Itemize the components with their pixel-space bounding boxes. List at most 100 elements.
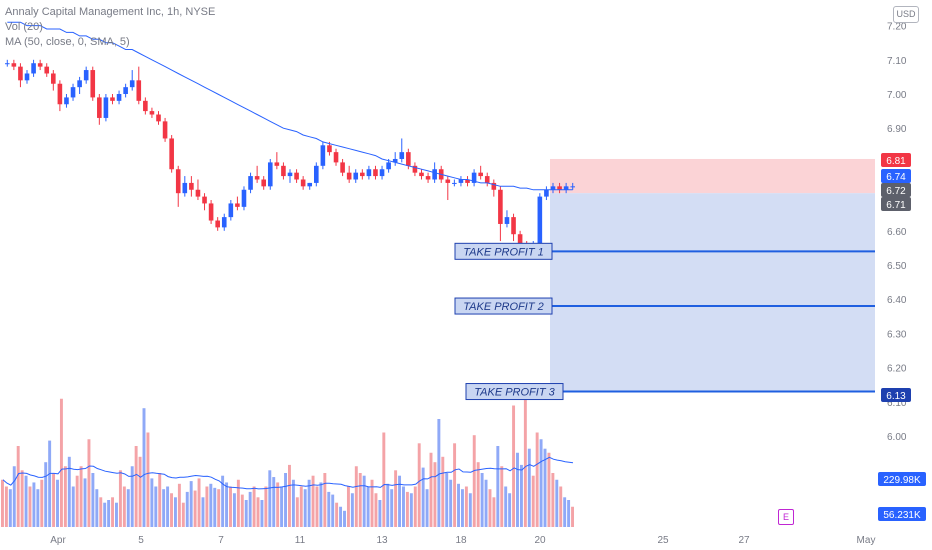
volume-bar bbox=[48, 440, 52, 527]
candle-body bbox=[189, 182, 194, 190]
volume-bar bbox=[358, 473, 362, 527]
candle-body bbox=[412, 165, 418, 173]
candle-body bbox=[175, 169, 181, 194]
volume-bar bbox=[83, 478, 87, 527]
volume-bar bbox=[343, 510, 346, 527]
candle-body bbox=[235, 203, 240, 207]
candle-body bbox=[537, 196, 543, 245]
volume-bar bbox=[138, 456, 142, 527]
volume-bar bbox=[201, 497, 205, 527]
volume-bar bbox=[103, 502, 107, 527]
candle-body bbox=[478, 172, 483, 177]
candle-body bbox=[83, 70, 89, 81]
candle-body bbox=[169, 138, 174, 170]
volume-bar bbox=[315, 486, 319, 527]
volume-bar bbox=[531, 475, 535, 527]
candle-body bbox=[11, 63, 17, 67]
volume-bar bbox=[409, 493, 413, 527]
volume-bar bbox=[122, 486, 126, 527]
volume-bar bbox=[382, 432, 386, 527]
volume-bar bbox=[457, 483, 460, 527]
volume-bar bbox=[205, 486, 209, 527]
volume-bar bbox=[154, 486, 158, 527]
volume-bar bbox=[40, 479, 44, 527]
volume-bar bbox=[170, 493, 173, 527]
volume-bar bbox=[44, 462, 48, 527]
time-tick-label: Apr bbox=[50, 535, 66, 546]
price-label-box bbox=[881, 153, 911, 167]
candle-body bbox=[254, 176, 260, 180]
candle-body bbox=[491, 182, 497, 190]
volume-bar bbox=[268, 470, 272, 527]
volume-bar bbox=[4, 486, 8, 527]
candle-body bbox=[221, 217, 227, 228]
volume-bar bbox=[24, 475, 28, 527]
time-tick-label: 20 bbox=[534, 535, 546, 546]
candle-body bbox=[202, 196, 207, 204]
volume-bar bbox=[504, 486, 508, 527]
volume-bar bbox=[115, 502, 118, 527]
volume-bar bbox=[413, 486, 417, 527]
volume-bar bbox=[36, 489, 40, 527]
take-profit-label-box bbox=[454, 297, 553, 315]
volume-bar bbox=[264, 486, 268, 527]
volume-bar bbox=[523, 397, 527, 527]
candle-body bbox=[149, 111, 155, 115]
candle-body bbox=[274, 162, 280, 166]
volume-bar bbox=[453, 443, 457, 527]
candle-body bbox=[51, 73, 56, 84]
time-tick-label: 18 bbox=[455, 535, 467, 546]
volume-bar bbox=[370, 479, 374, 527]
volume-bar bbox=[535, 432, 539, 527]
volume-bar bbox=[445, 473, 449, 527]
volume-bar bbox=[319, 482, 323, 527]
volume-bar bbox=[366, 486, 370, 527]
currency-badge[interactable]: USD bbox=[893, 6, 919, 23]
price-tick-label: 6.20 bbox=[887, 364, 907, 375]
volume-bar bbox=[543, 448, 547, 527]
volume-bar bbox=[480, 473, 484, 527]
volume-bar bbox=[280, 486, 284, 527]
candle-body bbox=[563, 186, 569, 190]
volume-bar bbox=[421, 467, 425, 527]
candle-body bbox=[419, 172, 424, 177]
volume-bar bbox=[527, 448, 531, 527]
volume-bar bbox=[346, 486, 350, 527]
candle-body bbox=[340, 162, 345, 173]
volume-bar bbox=[217, 489, 221, 527]
volume-bar bbox=[327, 491, 331, 527]
volume-bar bbox=[539, 439, 543, 527]
price-label: 6.13 bbox=[886, 391, 906, 402]
candle-body bbox=[70, 87, 76, 98]
volume-bar bbox=[460, 489, 464, 527]
volume-bar bbox=[111, 497, 115, 527]
volume-bar bbox=[571, 506, 574, 527]
volume-bar bbox=[496, 446, 500, 527]
volume-bar bbox=[1, 479, 4, 527]
earnings-event-icon[interactable]: E bbox=[778, 509, 794, 525]
volume-bar bbox=[177, 483, 181, 527]
take-profit-label: TAKE PROFIT 2 bbox=[463, 301, 543, 313]
candle-body bbox=[241, 189, 247, 207]
volume-bar bbox=[417, 443, 421, 527]
candle-body bbox=[557, 186, 562, 190]
candle-body bbox=[445, 179, 451, 183]
target-zone bbox=[550, 193, 875, 392]
volume-bar bbox=[374, 493, 378, 527]
price-label-box bbox=[881, 183, 911, 197]
volume-bar bbox=[8, 489, 12, 527]
volume-bar bbox=[95, 489, 99, 527]
volume-bar bbox=[354, 466, 358, 527]
candle-body bbox=[425, 176, 431, 180]
time-tick-label: May bbox=[857, 535, 876, 546]
candle-body bbox=[103, 97, 109, 118]
candle-body bbox=[136, 80, 142, 101]
volume-bar bbox=[362, 475, 366, 527]
volume-bar bbox=[260, 500, 264, 527]
volume-bar bbox=[488, 489, 492, 527]
volume-bar bbox=[394, 470, 398, 527]
volume-bar bbox=[181, 502, 185, 527]
time-tick-label: 13 bbox=[376, 535, 388, 546]
chart-legend: Annaly Capital Management Inc, 1h, NYSE … bbox=[5, 5, 215, 50]
